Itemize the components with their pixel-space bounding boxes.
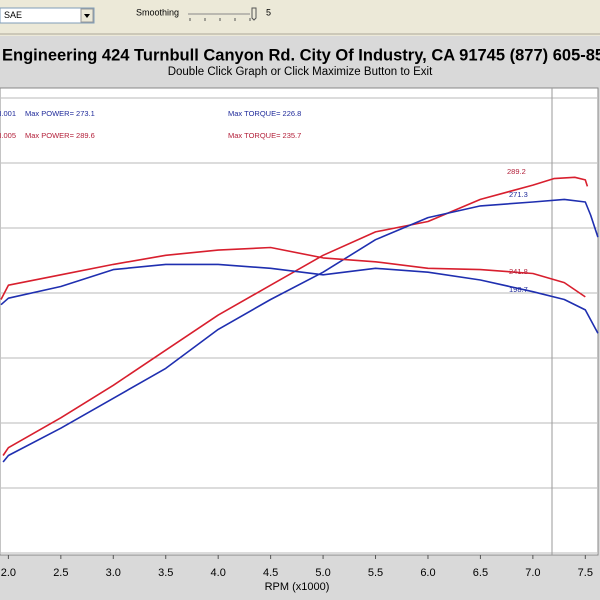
x-tick-label: 3.5 — [158, 567, 173, 579]
legend-torque: Max TORQUE= 235.7 — [228, 131, 301, 140]
annotation: 271.3 — [509, 190, 528, 199]
smoothing-label: Smoothing — [136, 7, 179, 17]
units-dropdown[interactable] — [0, 7, 95, 24]
x-tick-label: 2.5 — [53, 567, 68, 579]
x-tick-label: 4.5 — [263, 567, 278, 579]
toolbar — [0, 0, 600, 34]
series-line — [0, 246, 586, 300]
chart-subtitle: Double Click Graph or Click Maximize But… — [168, 66, 433, 78]
x-tick-label: 4.0 — [211, 567, 226, 579]
legend-power: Max POWER= 289.6 — [25, 131, 95, 140]
series-line — [0, 263, 599, 334]
x-tick-label: 5.0 — [315, 567, 330, 579]
annotation: 241.8 — [509, 267, 528, 276]
lines — [0, 176, 599, 463]
x-tick-label: 7.5 — [578, 567, 593, 579]
annotation: 198.7 — [509, 285, 528, 294]
slider-thumb[interactable] — [251, 7, 257, 21]
x-tick-label: 6.5 — [473, 567, 488, 579]
dropdown-arrow — [84, 14, 90, 18]
chart-title: Engineering 424 Turnbull Canyon Rd. City… — [2, 46, 600, 64]
legend: N.001 Max POWER= 273.1 Max TORQUE= 226.8 N.… — [0, 109, 528, 294]
legend-run: N.001 — [0, 109, 16, 118]
slider-ticks — [189, 18, 251, 21]
legend-torque: Max TORQUE= 226.8 — [228, 109, 301, 118]
smoothing-value: 5 — [266, 7, 271, 17]
legend-run: N.005 — [0, 131, 16, 140]
series-line — [2, 198, 599, 463]
x-tick-label: 2.0 — [1, 567, 16, 579]
annotation: 289.2 — [507, 167, 526, 176]
units-value: SAE — [4, 10, 22, 20]
x-tick-label: 5.5 — [368, 567, 383, 579]
plot-area[interactable] — [0, 87, 599, 556]
x-tick-label: 6.0 — [420, 567, 435, 579]
grid — [1, 97, 597, 554]
legend-power: Max POWER= 273.1 — [25, 109, 95, 118]
x-tick-label: 7.0 — [525, 567, 540, 579]
series-line — [2, 176, 589, 456]
x-tick-label: 3.0 — [106, 567, 121, 579]
x-axis-label: RPM (x1000) — [265, 581, 330, 593]
